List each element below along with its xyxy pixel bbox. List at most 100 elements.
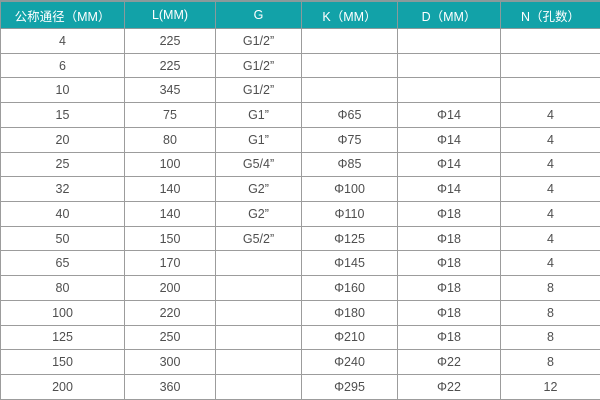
table-cell [215,275,302,301]
table-cell: 300 [124,349,216,376]
table-cell [397,77,501,104]
table-cell: Φ18 [397,201,501,227]
table-cell: 15 [0,102,125,128]
table-cell: 360 [124,374,216,400]
table-cell: Φ18 [397,275,501,301]
table-cell: G1/2” [215,77,302,104]
table-cell: 40 [0,201,125,227]
table-cell: Φ22 [397,374,501,400]
table-cell: 100 [124,151,216,178]
table-cell: G1/2” [215,28,302,54]
table-cell: 8 [500,275,600,301]
table-row: 150 300 Φ240 Φ22 8 [0,349,600,376]
table-cell: 125 [0,324,125,351]
table-cell [301,28,398,54]
table-cell [500,28,600,54]
table-cell [500,52,600,79]
table-cell: Φ18 [397,250,501,277]
table-cell: 200 [0,374,125,400]
table-cell [301,77,398,104]
table-row: 15 75 G1” Φ65 Φ14 4 [0,102,600,128]
table-cell [215,349,302,376]
table-row: 50 150 G5/2” Φ125 Φ18 4 [0,225,600,252]
table-cell: Φ18 [397,324,501,351]
table-cell: G5/4” [215,151,302,178]
table-cell: Φ65 [301,102,398,128]
table-cell: 80 [124,126,216,153]
table-row: 100 220 Φ180 Φ18 8 [0,299,600,326]
table-cell: 4 [500,151,600,178]
table-cell: 225 [124,28,216,54]
table-cell: Φ14 [397,102,501,128]
column-header: D（MM） [397,0,501,29]
table-cell: Φ22 [397,349,501,376]
table-cell: G1” [215,126,302,153]
header-row: 公称通径（MM） L(MM) G K（MM） D（MM） N（孔数） [0,0,600,29]
table-cell: 10 [0,77,125,104]
table-cell [215,324,302,351]
table-cell: 32 [0,176,125,203]
table-cell: Φ100 [301,176,398,203]
table-cell: Φ75 [301,126,398,153]
table-cell: 4 [500,201,600,227]
table-cell: Φ125 [301,225,398,252]
table-cell: 6 [0,52,125,79]
table-cell: 250 [124,324,216,351]
column-header: G [215,0,302,29]
table-cell: 75 [124,102,216,128]
table-cell: 12 [500,374,600,400]
table-cell: 50 [0,225,125,252]
table-cell: Φ14 [397,126,501,153]
table-cell: Φ295 [301,374,398,400]
table-cell: 100 [0,299,125,326]
table-cell: Φ210 [301,324,398,351]
table-row: 65 170 Φ145 Φ18 4 [0,250,600,277]
table-row: 40 140 G2” Φ110 Φ18 4 [0,201,600,227]
table-cell: 200 [124,275,216,301]
table-cell [500,77,600,104]
table-cell [397,28,501,54]
table-cell: 225 [124,52,216,79]
column-header: N（孔数） [500,0,600,29]
table-cell: 4 [500,225,600,252]
table-row: 80 200 Φ160 Φ18 8 [0,275,600,301]
table-cell: Φ160 [301,275,398,301]
table-cell: 150 [124,225,216,252]
column-header: 公称通径（MM） [0,0,125,29]
table-cell: G5/2” [215,225,302,252]
table-cell: 4 [0,28,125,54]
table-cell: 140 [124,201,216,227]
table-cell: 140 [124,176,216,203]
table-cell: 8 [500,324,600,351]
table-row: 10 345 G1/2” [0,77,600,104]
table-cell [215,299,302,326]
table-cell [301,52,398,79]
table-cell: 4 [500,176,600,203]
table-cell: 150 [0,349,125,376]
table-row: 125 250 Φ210 Φ18 8 [0,324,600,351]
table-cell: 80 [0,275,125,301]
table-row: 32 140 G2” Φ100 Φ14 4 [0,176,600,203]
table-row: 6 225 G1/2” [0,52,600,79]
table-cell: Φ85 [301,151,398,178]
table-cell: G1/2” [215,52,302,79]
table-cell [215,374,302,400]
table-cell: G1” [215,102,302,128]
table-cell: Φ14 [397,151,501,178]
table-cell: 8 [500,349,600,376]
column-header: L(MM) [124,0,216,29]
table-cell: 4 [500,102,600,128]
table-cell: 345 [124,77,216,104]
table-cell: Φ18 [397,225,501,252]
table-cell: Φ180 [301,299,398,326]
table-cell: G2” [215,176,302,203]
table-cell [215,250,302,277]
table-cell: 20 [0,126,125,153]
table-cell: 8 [500,299,600,326]
table-row: 4 225 G1/2” [0,28,600,54]
column-header: K（MM） [301,0,398,29]
table-cell [397,52,501,79]
table-cell: G2” [215,201,302,227]
table-cell: Φ110 [301,201,398,227]
